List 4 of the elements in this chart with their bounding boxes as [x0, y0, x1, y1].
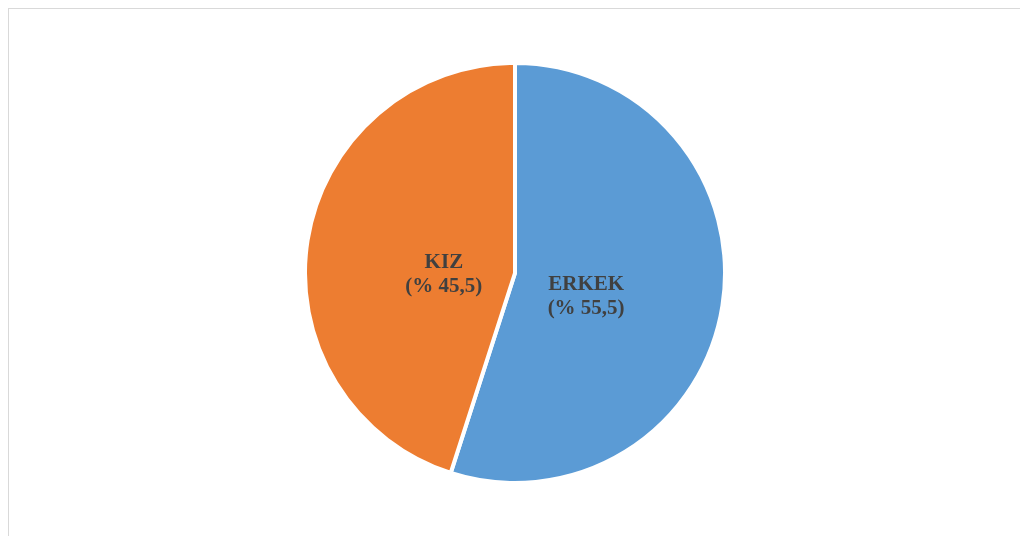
data-label: (% 55,5)	[547, 295, 625, 320]
data-label: (% 45,5)	[405, 272, 483, 297]
slice-label: ERKEK	[548, 271, 625, 296]
slice-label: KIZ	[424, 248, 464, 273]
